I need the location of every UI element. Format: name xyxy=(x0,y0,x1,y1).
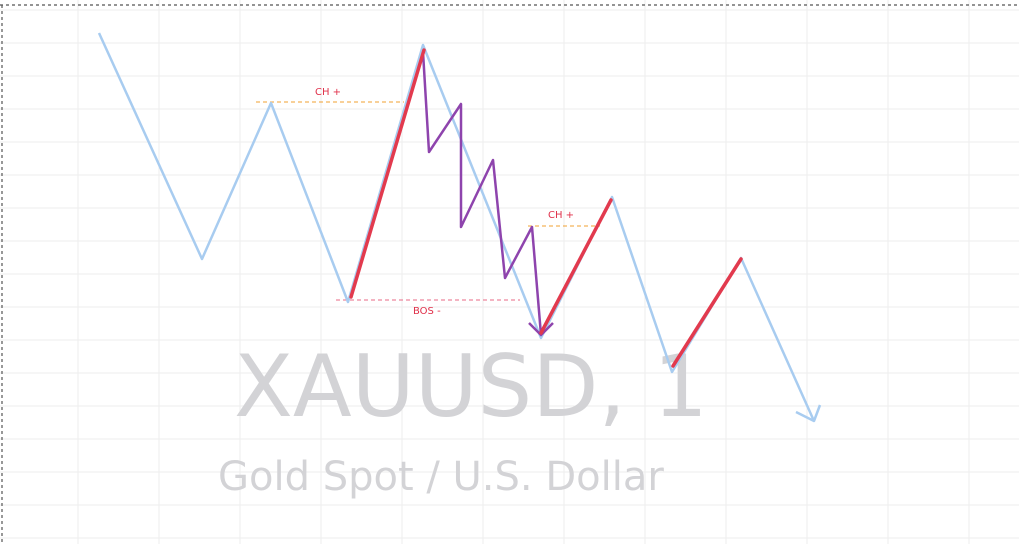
bos-label-1: BOS - xyxy=(413,306,441,317)
price-arrow-head xyxy=(795,404,822,423)
watermark-symbol: XAUUSD, 1 xyxy=(234,337,708,437)
choch-label-1: CH + xyxy=(315,87,341,98)
impulse-leg-3[interactable] xyxy=(671,257,743,368)
internal-arrow-head xyxy=(528,322,554,337)
impulse-leg-2[interactable] xyxy=(539,198,613,335)
watermark-description: Gold Spot / U.S. Dollar xyxy=(218,454,664,500)
impulse-leg-1[interactable] xyxy=(349,48,426,299)
internal-structure-line[interactable] xyxy=(421,51,543,336)
choch-label-2: CH + xyxy=(548,210,574,221)
